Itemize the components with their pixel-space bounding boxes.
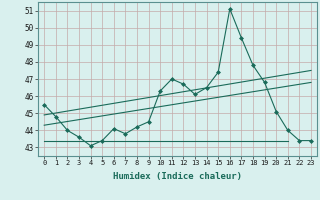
X-axis label: Humidex (Indice chaleur): Humidex (Indice chaleur) — [113, 172, 242, 181]
